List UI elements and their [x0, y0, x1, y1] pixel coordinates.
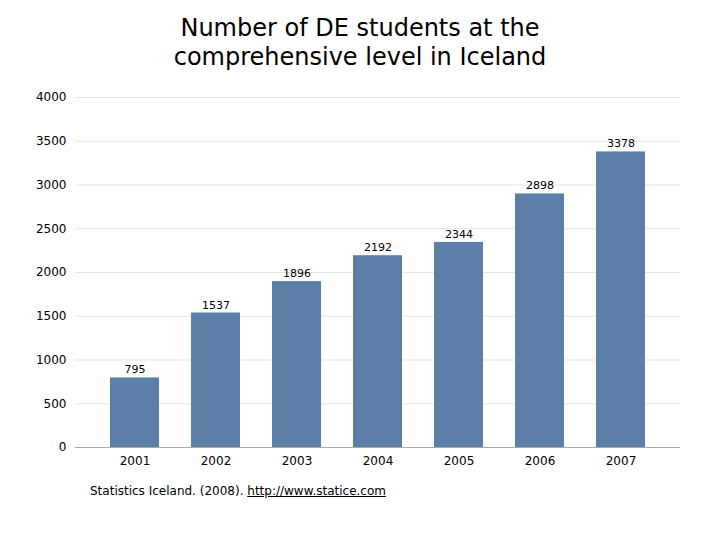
html-text:Statistics Iceland. (2008). ht: Statistics Iceland. (2008). http://www.s… [90, 483, 386, 498]
svg-text:2344: 2344 [445, 228, 473, 241]
html-text:Number of DE students at the c: Number of DE students at the comprehensi… [173, 14, 547, 71]
svg-text:500: 500 [44, 396, 67, 410]
svg-text:1537: 1537 [202, 298, 230, 311]
svg-text:2007: 2007 [606, 454, 637, 468]
svg-text:3500: 3500 [36, 134, 67, 148]
svg-text:2000: 2000 [36, 265, 67, 279]
svg-text:2003: 2003 [282, 454, 313, 468]
svg-text:3000: 3000 [36, 177, 67, 191]
svg-text:1000: 1000 [36, 352, 67, 366]
svg-text:4000: 4000 [36, 90, 67, 104]
svg-text:2006: 2006 [525, 454, 556, 468]
svg-text:2002: 2002 [201, 454, 232, 468]
svg-text:2004: 2004 [363, 454, 394, 468]
svg-text:2500: 2500 [36, 221, 67, 235]
svg-text:2192: 2192 [364, 241, 392, 254]
svg-text:2001: 2001 [120, 454, 151, 468]
svg-text:1500: 1500 [36, 309, 67, 323]
svg-text:1896: 1896 [283, 267, 311, 280]
svg-text:0: 0 [59, 440, 67, 454]
svg-text:795: 795 [125, 363, 146, 376]
svg-text:3378: 3378 [607, 137, 635, 150]
svg-text:2005: 2005 [444, 454, 475, 468]
svg-text:2898: 2898 [526, 179, 554, 192]
